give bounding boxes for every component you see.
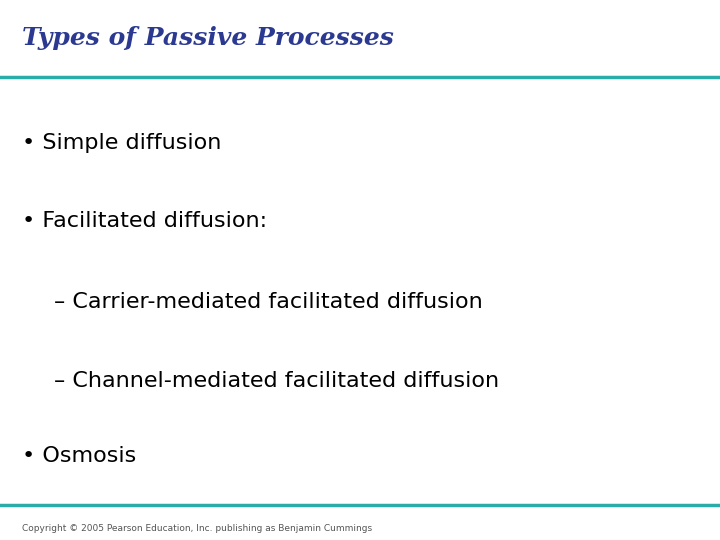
Text: – Carrier-mediated facilitated diffusion: – Carrier-mediated facilitated diffusion (54, 292, 482, 313)
Text: • Facilitated diffusion:: • Facilitated diffusion: (22, 211, 266, 232)
Text: Copyright © 2005 Pearson Education, Inc. publishing as Benjamin Cummings: Copyright © 2005 Pearson Education, Inc.… (22, 524, 372, 532)
Text: – Channel-mediated facilitated diffusion: – Channel-mediated facilitated diffusion (54, 370, 499, 391)
Text: • Osmosis: • Osmosis (22, 446, 136, 467)
Text: Types of Passive Processes: Types of Passive Processes (22, 26, 393, 50)
Text: • Simple diffusion: • Simple diffusion (22, 133, 221, 153)
